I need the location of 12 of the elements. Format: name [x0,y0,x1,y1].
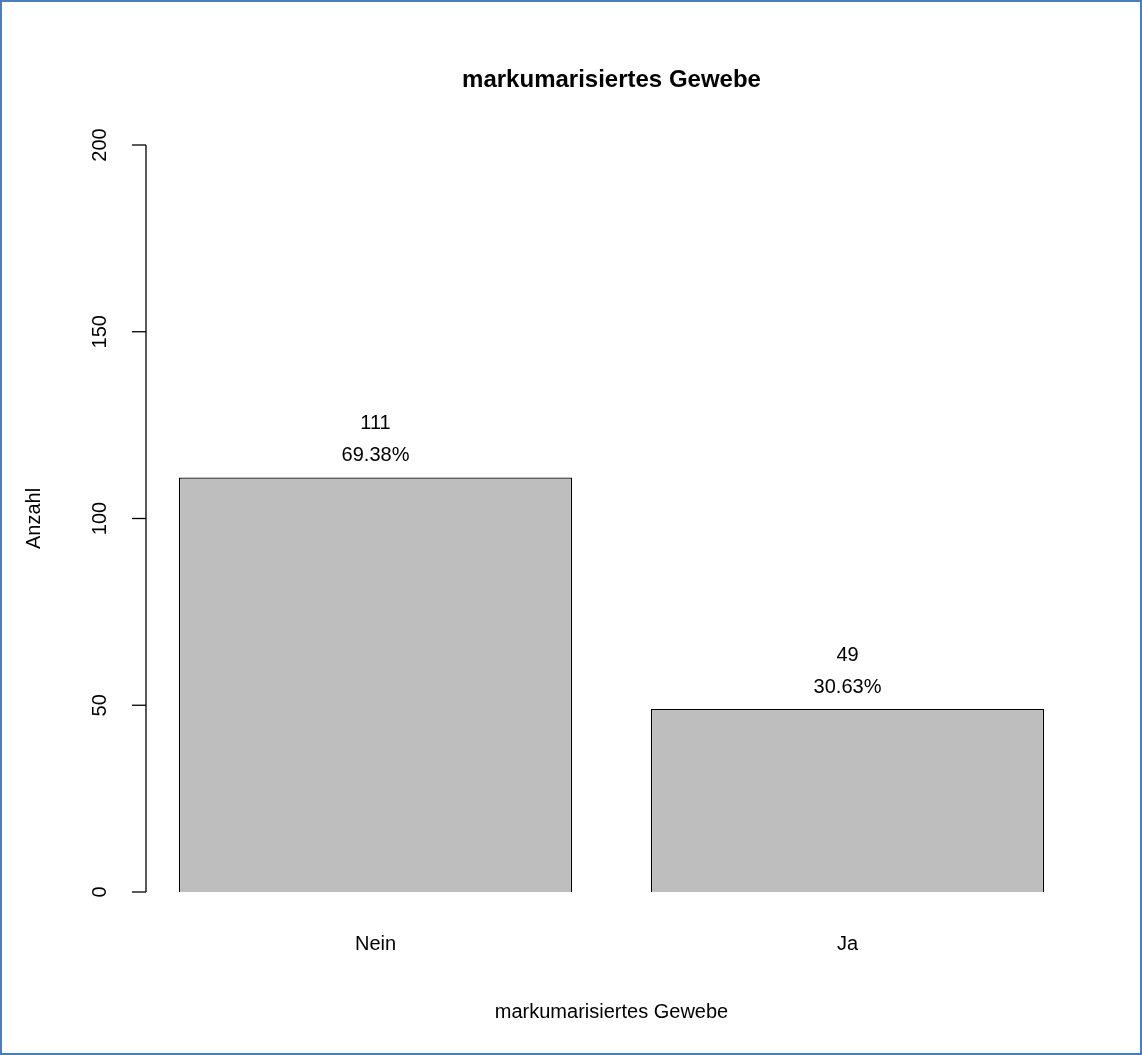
x-tick-label: Ja [836,931,859,954]
y-tick-label: 100 [87,501,110,536]
y-tick-label: 200 [87,128,110,162]
y-axis-title: Anzahl [21,487,44,550]
data-label: 111 69.38% [341,411,410,466]
y-tick-label: 0 [87,886,110,898]
y-tick-label: 150 [87,315,110,349]
data-label: 49 30.63% [813,642,882,697]
chart-title: markumarisiertes Gewebe [462,64,761,92]
x-axis-title: markumarisiertes Gewebe [494,999,729,1022]
y-tick-label: 50 [87,694,110,717]
x-tick-label: Nein [354,931,397,954]
